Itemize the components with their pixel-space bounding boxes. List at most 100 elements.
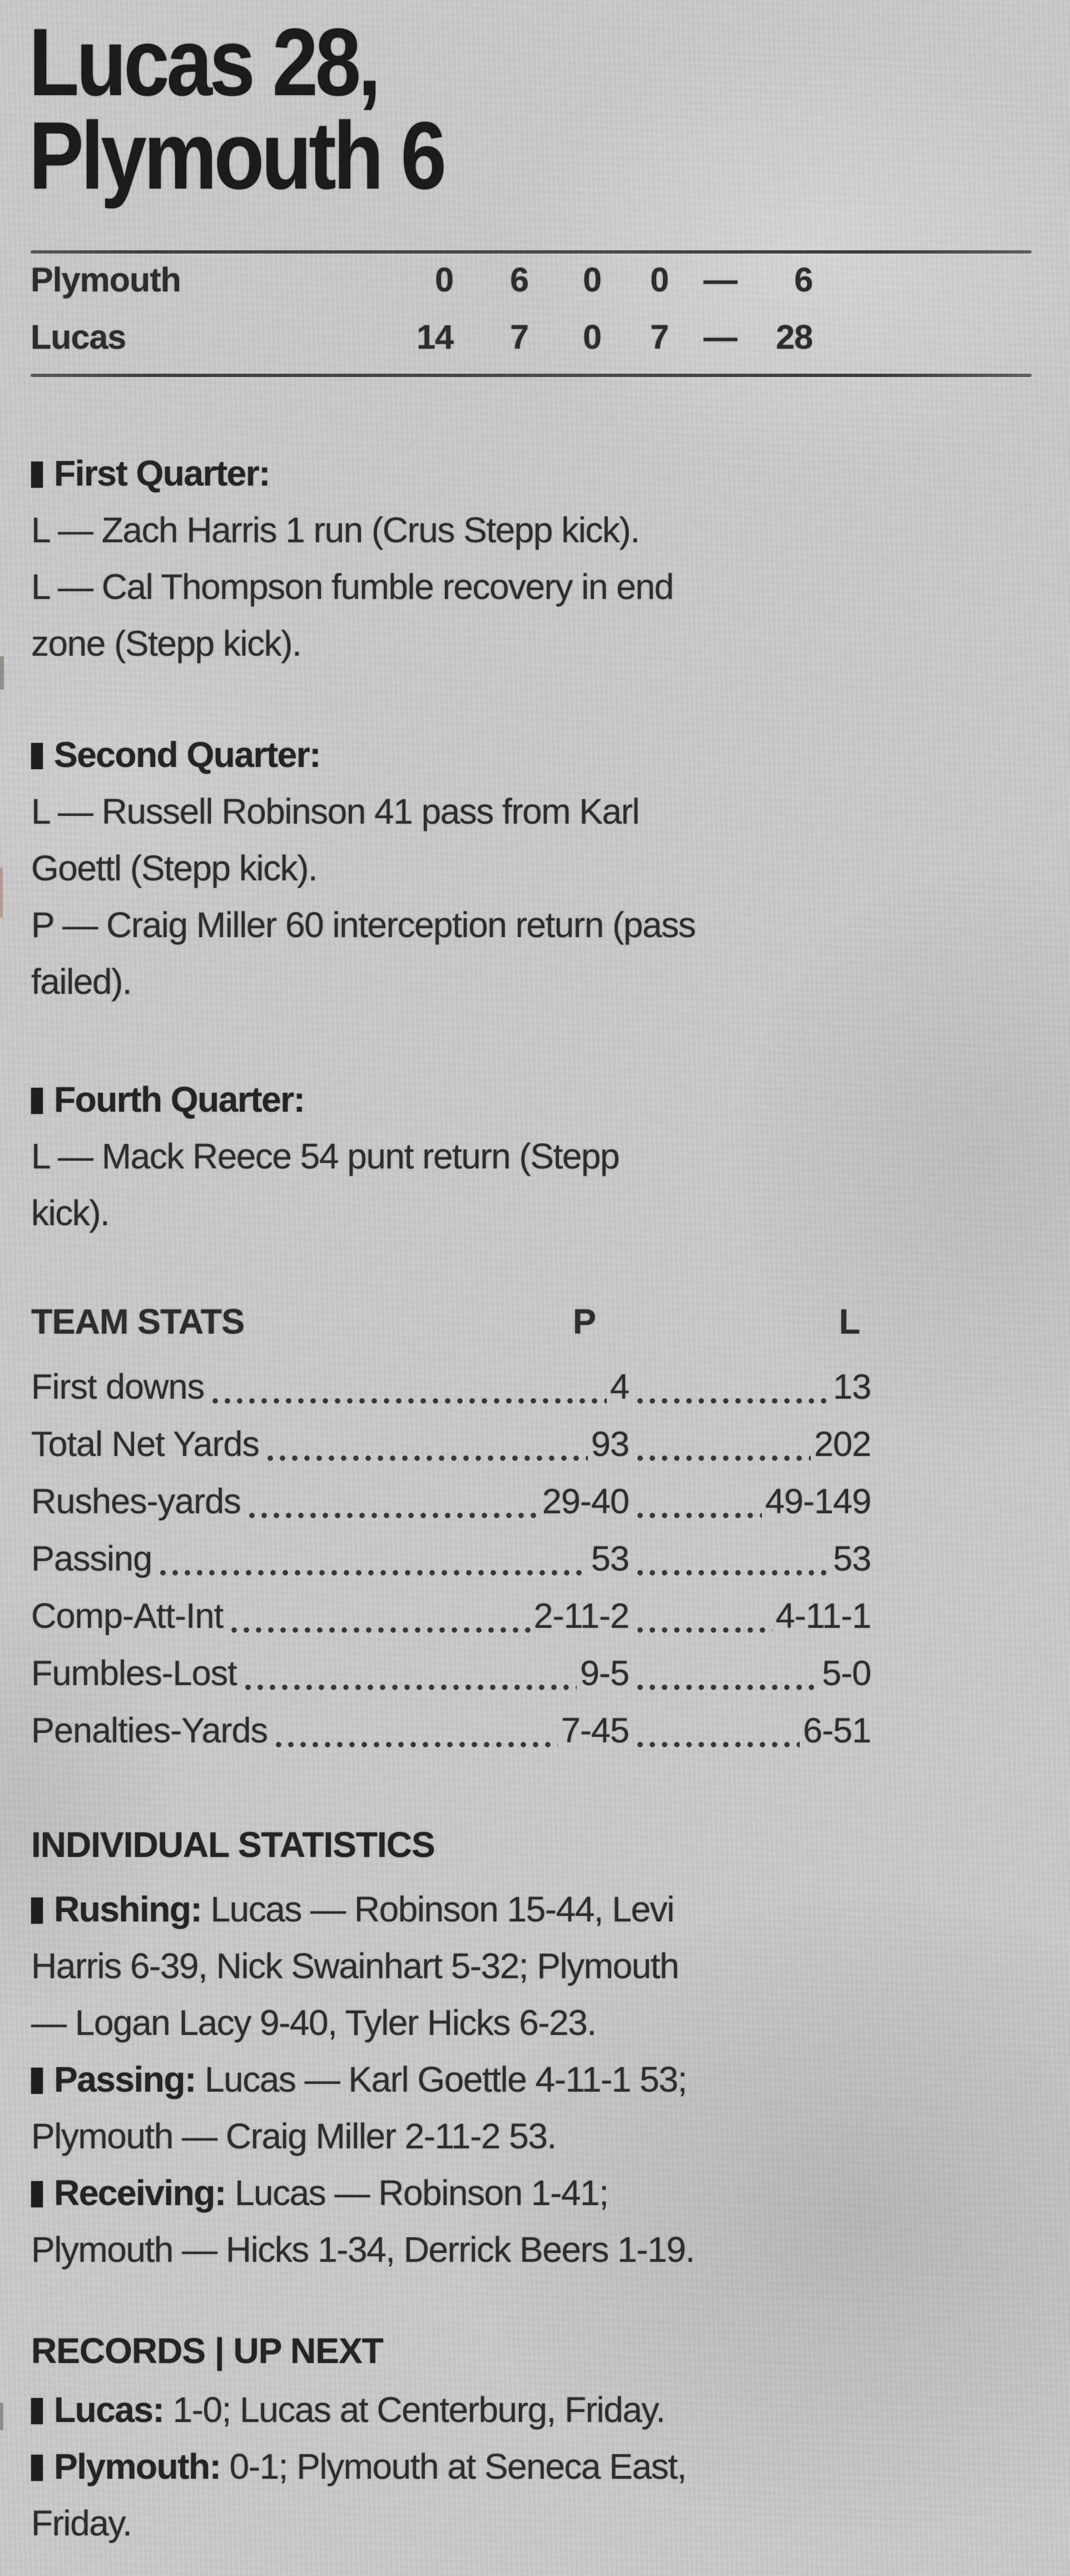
stat-value-p: 53	[591, 1539, 630, 1578]
plymouth-record-text: 0-1; Plymouth at Seneca East,	[220, 2446, 687, 2486]
dot-leader	[635, 1702, 800, 1760]
stat-row: First downs 4 13	[31, 1359, 871, 1416]
divider-bottom	[31, 374, 1032, 377]
linescore-row-lucas: Lucas 14 7 0 7 — 28	[31, 309, 1032, 366]
stat-label: Penalties-Yards	[31, 1711, 268, 1750]
linescore-row-plymouth: Plymouth 0 6 0 0 — 6	[31, 251, 1032, 309]
dot-leader	[635, 1359, 830, 1416]
total-score: 28	[776, 318, 813, 356]
stat-label: Fumbles-Lost	[31, 1654, 237, 1693]
passing-line: Passing: Lucas — Karl Goettle 4-11-1 53;	[31, 2051, 1038, 2108]
stat-value-l: 6-51	[802, 1711, 871, 1750]
section-bullet-icon	[31, 2068, 43, 2094]
scoring-play-line: L — Zach Harris 1 run (Crus Stepp kick).	[31, 510, 640, 550]
stat-value-p: 93	[591, 1425, 630, 1464]
passing-text: Lucas — Karl Goettle 4-11-1 53;	[195, 2059, 687, 2099]
lucas-record-text: 1-0; Lucas at Centerburg, Friday.	[164, 2390, 666, 2430]
q3-score: 0	[583, 261, 602, 299]
stat-label: Rushes-yards	[31, 1482, 241, 1521]
column-header-lucas: L	[839, 1302, 860, 1341]
plymouth-record-label: Plymouth:	[54, 2446, 221, 2486]
scan-artifact	[0, 868, 3, 918]
dot-leader	[635, 1416, 811, 1473]
records-section: RECORDS | UP NEXT Lucas: 1-0; Lucas at C…	[31, 2322, 1038, 2552]
team-name: Plymouth	[31, 261, 181, 299]
stat-label: Comp-Att-Int	[31, 1597, 224, 1636]
stat-value-p: 2-11-2	[533, 1597, 630, 1636]
dot-leader	[635, 1645, 819, 1702]
stat-value-l: 4-11-1	[775, 1597, 871, 1636]
dot-leader	[157, 1530, 588, 1588]
lucas-record-label: Lucas:	[54, 2390, 165, 2430]
dot-leader	[635, 1530, 830, 1588]
section-bullet-icon	[31, 743, 43, 769]
dot-leader	[242, 1645, 577, 1702]
q1-score: 0	[435, 261, 454, 299]
fourth-quarter-section: Fourth Quarter: L — Mack Reece 54 punt r…	[31, 1071, 1038, 1241]
linescore-table: Plymouth 0 6 0 0 — 6 Lucas 14 7 0 7 — 28	[31, 251, 1032, 366]
individual-statistics-section: INDIVIDUAL STATISTICS Rushing: Lucas — R…	[31, 1816, 1038, 2278]
scoring-play-line: L — Cal Thompson fumble recovery in end	[31, 567, 674, 607]
dash: —	[704, 261, 737, 299]
scoring-play-line: failed).	[31, 962, 132, 1002]
rushing-line: — Logan Lacy 9-40, Tyler Hicks 6-23.	[31, 2003, 597, 2043]
q1-score: 14	[417, 318, 454, 356]
dot-leader	[210, 1359, 607, 1416]
heading-text: Fourth Quarter:	[54, 1079, 305, 1119]
stat-label: Total Net Yards	[31, 1425, 260, 1464]
dot-leader	[229, 1588, 531, 1645]
lucas-record-line: Lucas: 1-0; Lucas at Centerburg, Friday.	[31, 2381, 1038, 2438]
team-name: Lucas	[31, 318, 126, 356]
rushing-line: Rushing: Lucas — Robinson 15-44, Levi	[31, 1881, 1038, 1938]
stat-value-l: 202	[814, 1425, 871, 1464]
section-bullet-icon	[31, 2181, 43, 2207]
scoring-play-line: kick).	[31, 1193, 110, 1233]
heading-text: First Quarter:	[54, 453, 270, 493]
stat-value-p: 7-45	[561, 1711, 630, 1750]
scoring-play-line: zone (Stepp kick).	[31, 623, 302, 663]
headline-line2: Plymouth 6	[29, 102, 447, 209]
passing-label: Passing:	[54, 2059, 196, 2099]
q4-score: 7	[650, 318, 669, 356]
dot-leader	[635, 1473, 762, 1530]
individual-statistics-title: INDIVIDUAL STATISTICS	[31, 1825, 435, 1865]
stat-row: Total Net Yards 93 202	[31, 1416, 871, 1473]
dot-leader	[264, 1416, 588, 1473]
fourth-quarter-heading: Fourth Quarter:	[31, 1071, 1038, 1128]
rushing-label: Rushing:	[54, 1889, 202, 1929]
dot-leader	[273, 1702, 558, 1760]
stat-value-l: 5-0	[821, 1654, 871, 1693]
stat-value-l: 49-149	[765, 1482, 871, 1521]
q2-score: 7	[510, 318, 529, 356]
headline: Lucas 28, Plymouth 6	[29, 9, 447, 209]
headline-line1: Lucas 28,	[29, 9, 381, 116]
stat-value-p: 4	[610, 1368, 630, 1406]
scoring-play-line: P — Craig Miller 60 interception return …	[31, 905, 696, 945]
first-quarter-section: First Quarter: L — Zach Harris 1 run (Cr…	[31, 445, 1038, 672]
records-title: RECORDS | UP NEXT	[31, 2331, 384, 2371]
section-bullet-icon	[31, 1088, 43, 1114]
team-stats-table: TEAM STATS P L First downs 4 13 Total N	[31, 1294, 871, 1760]
scoring-play-line: Goettl (Stepp kick).	[31, 848, 318, 888]
passing-line: Plymouth — Craig Miller 2-11-2 53.	[31, 2116, 557, 2156]
stat-row: Passing 53 53	[31, 1530, 871, 1588]
q3-score: 0	[583, 318, 602, 356]
section-bullet-icon	[31, 1898, 43, 1924]
receiving-text: Lucas — Robinson 1-41;	[225, 2173, 609, 2213]
receiving-line: Plymouth — Hicks 1-34, Derrick Beers 1-1…	[31, 2230, 695, 2270]
scan-artifact	[0, 2402, 3, 2430]
stat-value-p: 29-40	[542, 1482, 630, 1521]
receiving-line: Receiving: Lucas — Robinson 1-41;	[31, 2164, 1038, 2221]
dash: —	[704, 318, 737, 356]
second-quarter-heading: Second Quarter:	[31, 726, 1038, 783]
scoring-play-line: L — Russell Robinson 41 pass from Karl	[31, 791, 640, 831]
stat-value-p: 9-5	[579, 1654, 630, 1693]
total-score: 6	[794, 261, 813, 299]
q4-score: 0	[650, 261, 669, 299]
divider-top	[31, 250, 1032, 254]
second-quarter-section: Second Quarter: L — Russell Robinson 41 …	[31, 726, 1038, 1010]
rushing-text: Lucas — Robinson 15-44, Levi	[201, 1889, 675, 1929]
team-stats-header: TEAM STATS P L	[31, 1294, 871, 1351]
team-stats-title: TEAM STATS	[31, 1302, 245, 1341]
